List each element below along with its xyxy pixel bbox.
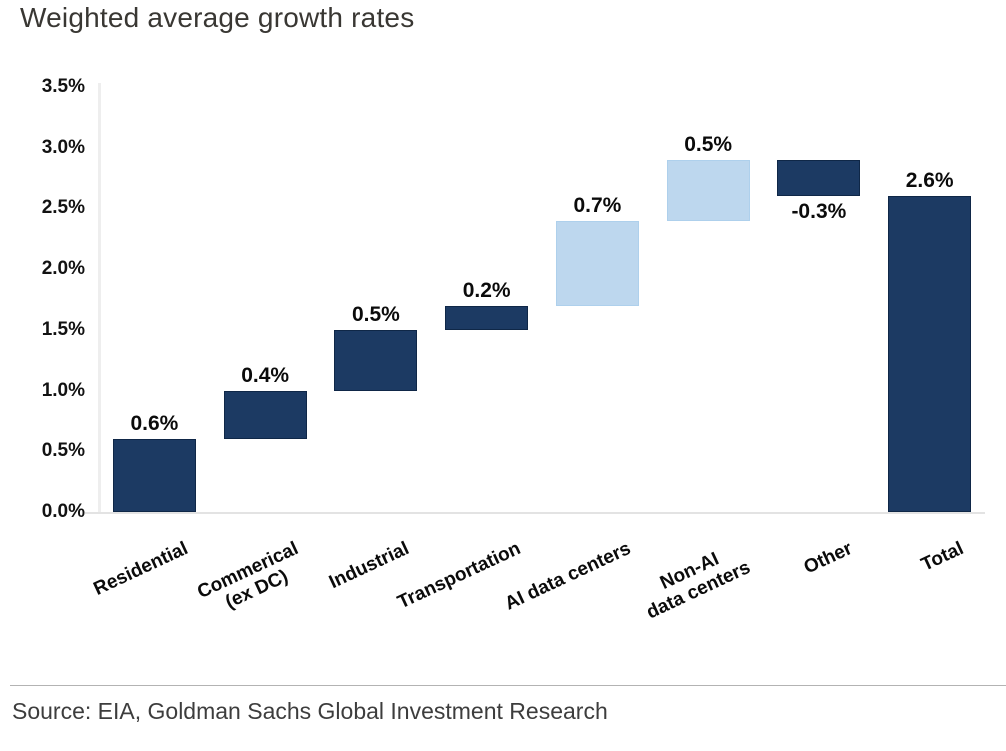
bar-value-label: 0.4% [241, 363, 290, 387]
bar-value-label: 0.5% [684, 132, 733, 156]
bar-value-label: 0.5% [351, 302, 400, 326]
x-axis-line [85, 512, 985, 514]
x-axis-label-ai-data-centers: AI data centers [502, 538, 634, 615]
bar-commerical-ex-dc [223, 390, 307, 440]
y-axis-tick-label: 2.5% [41, 197, 85, 219]
bar-residential [112, 439, 196, 512]
y-axis-tick-label: 3.0% [41, 136, 85, 158]
bar-value-label: 0.6% [130, 412, 179, 436]
bar-value-label: 2.6% [905, 169, 954, 193]
y-axis-tick-label: 0.0% [41, 501, 85, 522]
bar-transportation [445, 305, 529, 330]
bar-value-label: 0.2% [462, 278, 511, 302]
footer-divider [10, 685, 1006, 686]
x-axis-label-commerical-ex-dc: Commerical (ex DC) [195, 538, 311, 622]
bar-total [888, 196, 972, 512]
bar-industrial [334, 329, 418, 391]
bar-value-label: -0.3% [791, 200, 847, 224]
x-axis-label-line: AI data centers [501, 538, 635, 615]
x-axis-label-other: Other [801, 538, 856, 578]
bar-non-ai-data-centers [666, 159, 750, 221]
x-axis-label-line: Industrial [326, 538, 413, 594]
y-axis-tick-label: 3.5% [41, 76, 85, 97]
chart-title: Weighted average growth rates [20, 2, 415, 33]
y-axis-tick-label: 1.5% [41, 318, 85, 340]
x-axis-label-line: Other [800, 538, 856, 579]
x-axis-label-total: Total [918, 538, 967, 576]
y-axis-line [98, 83, 101, 513]
y-axis-tick-label: 1.0% [41, 379, 85, 401]
bar-value-label: 0.7% [573, 193, 622, 217]
x-axis-label-residential: Residential [90, 538, 191, 600]
bar-ai-data-centers [555, 220, 639, 306]
x-axis-label-line: Residential [90, 538, 192, 600]
y-axis-tick-label: 2.0% [41, 258, 85, 280]
x-axis-label-line: Total [917, 538, 967, 576]
source-attribution: Source: EIA, Goldman Sachs Global Invest… [12, 698, 608, 724]
y-axis-tick-label: 0.5% [41, 440, 85, 462]
x-axis-label-industrial: Industrial [326, 538, 412, 593]
x-axis-label-non-ai-data-centers: Non-AI data centers [635, 538, 754, 623]
bar-other [777, 159, 861, 197]
